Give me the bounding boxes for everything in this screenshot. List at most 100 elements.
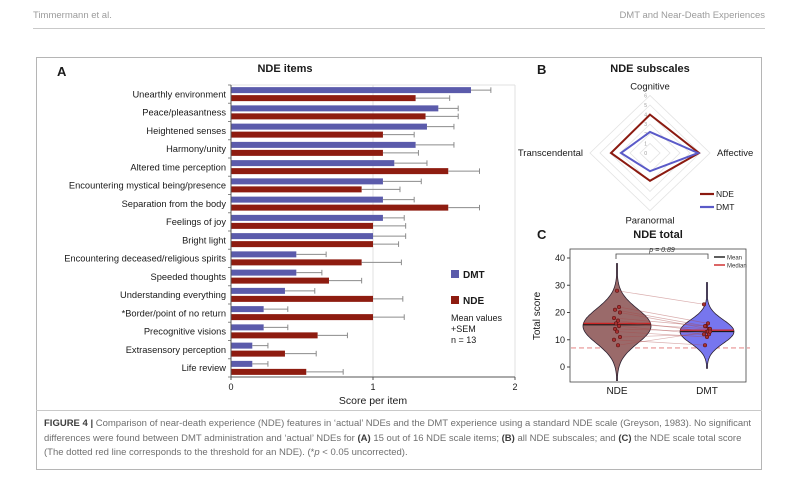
bar-nde <box>231 241 373 248</box>
y-tick-label: 40 <box>555 253 565 263</box>
grid-ring <box>639 142 661 164</box>
data-point-dmt <box>706 321 711 326</box>
x-tick-label: 2 <box>512 382 517 392</box>
data-point-nde <box>618 310 623 315</box>
caption-segment: < 0.05 uncorrected). <box>319 447 408 458</box>
legend-label: NDE <box>716 189 734 199</box>
bar-nde <box>231 149 383 156</box>
caption-segment: the NDE scale total score (The dotted re… <box>44 432 742 459</box>
legend-label-dmt: DMT <box>463 270 485 281</box>
bar-nde <box>231 222 373 229</box>
bar-dmt <box>231 342 253 349</box>
legend-note: Mean values <box>451 313 503 323</box>
data-point-nde <box>613 326 618 331</box>
panel-a-bar-chart: NDE items Unearthly environment Peace/plea… <box>64 63 517 407</box>
pair-connector <box>613 339 706 346</box>
caption-segment: all NDE subscales; and <box>514 432 619 444</box>
x-tick-label: 1 <box>370 382 375 392</box>
bar-dmt <box>231 306 264 313</box>
bar-dmt <box>231 160 395 167</box>
x-category-label: NDE <box>606 386 627 397</box>
pair-connector <box>614 309 707 327</box>
pair-connector <box>619 312 710 330</box>
radial-tick-label: 4 <box>644 113 647 119</box>
y-tick-label: 0 <box>560 362 565 372</box>
panel-c-violin-plot: NDE total 0 10 20 30 40 Total score p = 0.89 Mea… <box>532 229 750 397</box>
pair-connector <box>615 323 711 330</box>
pair-connector <box>614 328 709 332</box>
caption-segment: FIGURE 4 | <box>44 418 96 429</box>
data-point-nde <box>612 337 617 342</box>
data-point-dmt <box>703 343 708 348</box>
radar-axis-label: Affective <box>717 148 753 159</box>
bar-dmt <box>231 178 383 185</box>
legend-swatch-dmt <box>451 270 459 278</box>
radial-tick-label: 3 <box>644 122 647 128</box>
p-value-label: p = 0.89 <box>648 247 675 254</box>
caption-segment: 15 out of 16 NDE scale items; <box>370 432 502 444</box>
running-head-authors: Timmermann et al. <box>33 10 112 21</box>
bar-nde <box>231 368 307 375</box>
running-head-title: DMT and Near-Death Experiences <box>619 10 765 21</box>
legend-note: n = 13 <box>451 335 476 345</box>
data-point-nde <box>615 329 620 334</box>
legend-label-nde: NDE <box>463 296 484 307</box>
bar-dmt <box>231 123 427 130</box>
category-label: Encountering deceased/religious spirits <box>64 254 226 264</box>
category-label: Feelings of joy <box>166 217 226 227</box>
x-tick-label: 0 <box>228 382 233 392</box>
bar-dmt <box>231 196 383 203</box>
legend-label: Mean <box>727 256 742 262</box>
category-label: Precognitive visions <box>144 327 227 337</box>
data-point-nde <box>618 335 623 340</box>
legend-swatch-nde <box>451 296 459 304</box>
bar-dmt <box>231 105 439 112</box>
caption-segment: (A) <box>357 432 371 444</box>
pair-connector <box>613 317 706 327</box>
bar-nde <box>231 168 449 175</box>
caption-segment: Comparison of near-death experience (NDE… <box>44 418 752 444</box>
data-point-nde <box>616 343 621 348</box>
bar-nde <box>231 113 426 120</box>
category-label: Understanding everything <box>120 290 226 300</box>
bar-dmt <box>231 141 416 148</box>
pair-connector <box>617 331 711 346</box>
grid-ring <box>589 94 711 212</box>
data-point-dmt <box>705 335 710 340</box>
x-category-label: DMT <box>696 386 718 397</box>
data-point-dmt <box>703 324 708 329</box>
category-label: Extrasensory perception <box>126 345 226 355</box>
data-point-nde <box>615 288 620 293</box>
radial-tick-label: 1 <box>644 141 647 147</box>
bar-nde <box>231 295 373 302</box>
radar-axis-label: Paranormal <box>625 216 674 227</box>
pair-connector <box>617 320 708 332</box>
radar-series-nde <box>609 113 701 182</box>
caption-divider <box>36 410 762 411</box>
pair-connector <box>616 290 705 305</box>
category-label: Heightened senses <box>146 126 226 136</box>
category-label: Peace/pleasantness <box>142 108 226 118</box>
bar-nde <box>231 314 373 321</box>
bar-dmt <box>231 233 373 240</box>
category-label: Separation from the body <box>122 199 227 209</box>
y-tick-label: 30 <box>555 280 565 290</box>
radar-axis-label: Cognitive <box>630 81 670 92</box>
panel-b-label: B <box>537 62 547 77</box>
radar-axis-label: Transcendental <box>518 148 583 159</box>
data-point-nde <box>612 315 617 320</box>
data-point-nde <box>617 305 622 310</box>
bar-dmt <box>231 287 285 294</box>
data-point-nde <box>616 318 621 323</box>
panel-b-radar-chart: NDE subscales0123456CognitiveAffectivePa… <box>518 63 753 227</box>
significance-bracket <box>615 253 709 259</box>
bar-nde <box>231 350 285 357</box>
chart-title: NDE items <box>257 63 312 75</box>
chart-title: NDE total <box>633 229 683 241</box>
category-label: Bright light <box>182 235 226 245</box>
chart-title: NDE subscales <box>610 63 689 75</box>
legend-label: DMT <box>716 202 734 212</box>
category-label: Speeded thoughts <box>151 272 227 282</box>
bar-nde <box>231 186 362 193</box>
radial-tick-label: 6 <box>644 93 647 99</box>
